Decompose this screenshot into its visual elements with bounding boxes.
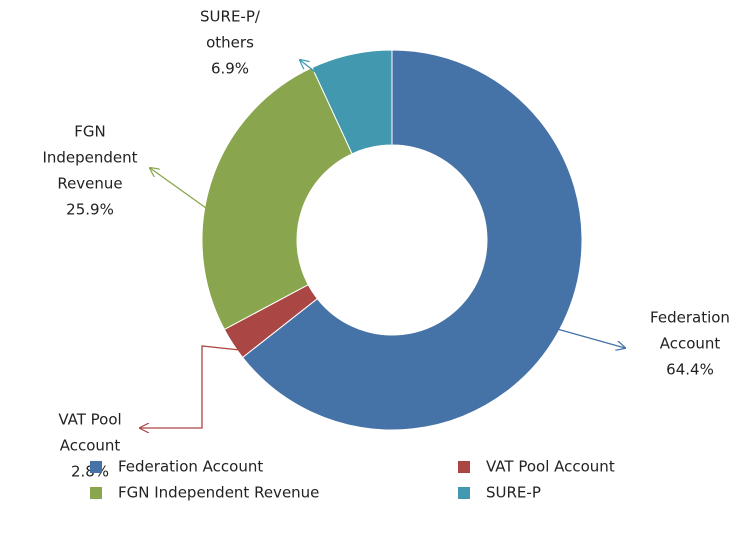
donut (201, 49, 583, 431)
legend-label: VAT Pool Account (486, 458, 615, 476)
data-label-name: FGN (74, 123, 105, 141)
data-label-name: VAT Pool (58, 411, 121, 429)
data-label-name: Account (60, 437, 121, 455)
data-label-name: Account (660, 335, 721, 353)
leader-line (150, 168, 248, 238)
data-label-value: 64.4% (666, 361, 714, 379)
leader-line (140, 345, 241, 428)
legend-swatch (458, 461, 470, 473)
slice (311, 49, 393, 155)
legend-swatch (90, 461, 102, 473)
legend-swatch (458, 487, 470, 499)
legend-label: FGN Independent Revenue (118, 484, 319, 502)
data-label-value: 6.9% (211, 60, 249, 78)
legend-label: Federation Account (118, 458, 263, 476)
leader-line (300, 60, 339, 91)
slice (241, 49, 583, 431)
leader-line (525, 320, 625, 348)
legend-swatch (90, 487, 102, 499)
slice (201, 66, 353, 331)
data-label-name: others (206, 34, 254, 52)
legend-label: SURE-P (486, 484, 541, 502)
data-label-name: Independent (42, 149, 137, 167)
data-label-name: Revenue (57, 175, 122, 193)
data-label-value: 25.9% (66, 201, 114, 219)
data-label-name: Federation (650, 309, 730, 327)
data-label-name: SURE-P/ (200, 8, 261, 26)
